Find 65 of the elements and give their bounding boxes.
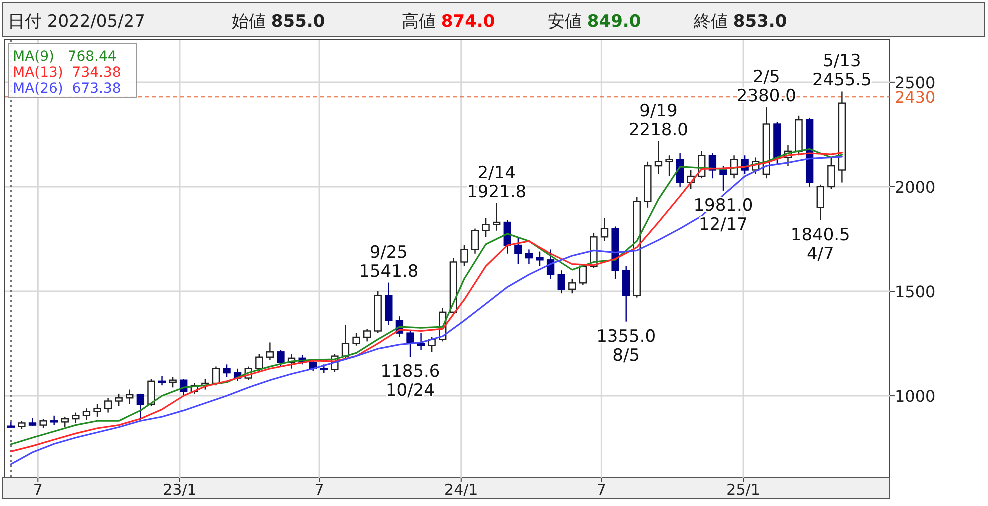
candlestick [61, 416, 69, 428]
candlestick [352, 332, 360, 346]
candlestick [676, 152, 684, 188]
text: 始値 855.0 [232, 12, 326, 32]
candlestick [460, 244, 468, 268]
candlestick [406, 330, 414, 358]
annotation: 1185.6 10/24 [380, 362, 440, 402]
candlestick [525, 249, 534, 265]
candlestick [471, 228, 480, 254]
candlestick [266, 342, 274, 362]
candlestick [126, 389, 134, 406]
candlestick [223, 364, 231, 378]
annotation: 9/19 2218.0 [628, 101, 688, 140]
annotation: 5/13 2455.5 [812, 52, 872, 91]
candlestick [482, 218, 490, 238]
candlestick [136, 393, 145, 422]
x-tick-label: 7 [33, 481, 43, 499]
candlestick [828, 157, 836, 190]
x-tick-label: 23/1 [163, 481, 197, 499]
x-tick-label: 7 [596, 481, 606, 499]
x-tick-label: 24/1 [444, 481, 478, 499]
candlestick [654, 140, 663, 176]
candlestick [417, 332, 426, 351]
candlestick [72, 412, 80, 424]
candlestick [363, 328, 372, 342]
candlestick [514, 236, 522, 265]
candlestick [169, 376, 177, 388]
y-tick-label: 1000 [895, 387, 936, 406]
x-tick-label: 25/1 [726, 481, 760, 499]
candlestick [708, 152, 717, 180]
candlestick [720, 165, 728, 192]
candlestick [493, 202, 501, 232]
candlestick [158, 376, 166, 386]
text: 安値 849.0 [548, 12, 642, 32]
candlestick [256, 354, 264, 372]
candlestick [94, 404, 102, 418]
candlestick [816, 184, 824, 221]
candlestick [50, 415, 58, 426]
candlestick [115, 393, 123, 408]
candlestick [666, 155, 674, 178]
text: 高値 874.0 [402, 12, 496, 32]
annotation: 9/25 1541.8 [359, 242, 419, 282]
text: MA(26) 673.38 [13, 81, 122, 97]
y-tick-label: 2000 [895, 178, 936, 197]
x-tick-label: 7 [314, 481, 324, 499]
annotation: 2/14 1921.8 [467, 163, 527, 202]
candlestick [148, 378, 156, 408]
candlestick [536, 251, 544, 268]
annotation: 1355.0 8/5 [596, 326, 656, 366]
text: 日付 2022/05/27 [8, 12, 146, 32]
candlestick [212, 366, 220, 386]
candlestick [40, 418, 48, 430]
candlestick [558, 270, 566, 294]
candlestick [568, 278, 576, 294]
y-tick-label: 1500 [895, 282, 936, 302]
text: MA(13) 734.38 [13, 65, 122, 81]
candlestick [277, 349, 285, 368]
candlestick [104, 398, 112, 414]
text: MA(9) 768.44 [13, 49, 117, 65]
candlestick [342, 324, 350, 362]
annotation: 1840.5 4/7 [790, 225, 850, 264]
candlestick [82, 408, 91, 421]
candlestick [600, 218, 609, 242]
text: 終値 853.0 [693, 12, 788, 32]
annotation: 2/5 2380.0 [736, 68, 796, 107]
